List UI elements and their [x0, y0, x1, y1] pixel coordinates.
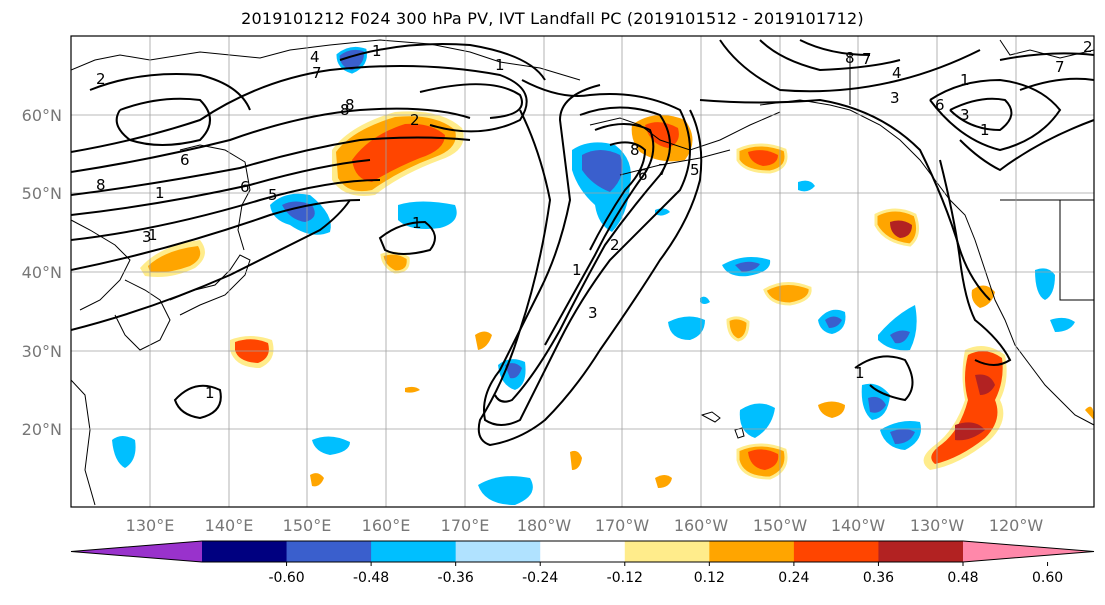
- lat-label: 50°N: [22, 184, 62, 203]
- colorbar-tick-label: -0.48: [353, 570, 389, 586]
- colorbar-tick-label: 0.24: [778, 570, 809, 586]
- contour-label: 2: [610, 236, 620, 254]
- contour-label: 8: [345, 96, 355, 114]
- contour-label: 6: [240, 178, 250, 196]
- colorbar-tick-label: -0.12: [607, 570, 643, 586]
- contour-label: 1: [495, 56, 505, 74]
- colorbar-segment: [878, 541, 964, 562]
- contour-label: 6: [180, 151, 190, 169]
- contour-label: 1: [980, 121, 990, 139]
- colorbar-segment: [624, 541, 710, 562]
- contour-label: 6: [935, 96, 945, 114]
- contour-label: 7: [1055, 58, 1065, 76]
- colorbar-extend-low: [71, 541, 202, 562]
- colorbar-segment: [455, 541, 541, 562]
- colorbar-tick-label: 0.36: [863, 570, 894, 586]
- contour-label: 2: [410, 111, 420, 129]
- contour-label: 1: [412, 214, 422, 232]
- contour-label: 1: [148, 226, 158, 244]
- contour-label: 3: [588, 304, 598, 322]
- longitude-labels: 130°E 140°E 150°E 160°E 170°E 180°W 170°…: [126, 516, 1044, 535]
- contour-label: 1: [572, 261, 582, 279]
- contour-label: 1: [960, 71, 970, 89]
- lon-label: 180°W: [517, 516, 572, 535]
- map-frame: [70, 35, 1095, 508]
- colorbar-segment: [371, 541, 457, 562]
- contour-label: 6: [638, 166, 648, 184]
- contour-label: 8: [845, 49, 855, 67]
- lat-label: 20°N: [22, 420, 62, 439]
- lon-label: 170°E: [441, 516, 490, 535]
- colorbar-outline: [70, 540, 1095, 563]
- colorbar-segment: [793, 541, 879, 562]
- contour-label: 1: [155, 184, 165, 202]
- colorbar-segment: [540, 541, 626, 562]
- colorbar-tick-label: -0.24: [522, 570, 558, 586]
- lat-label: 60°N: [22, 106, 62, 125]
- colorbar-segment: [709, 541, 795, 562]
- lon-label: 150°W: [753, 516, 808, 535]
- contour-label: 4: [892, 64, 902, 82]
- lon-label: 130°E: [126, 516, 175, 535]
- lon-label: 130°W: [910, 516, 965, 535]
- colorbar-extend-high: [963, 541, 1094, 562]
- contour-label: 1: [855, 364, 865, 382]
- colorbar-tick-label: -0.60: [268, 570, 304, 586]
- colorbar-tick-label: -0.36: [438, 570, 474, 586]
- contour-label: 3: [890, 89, 900, 107]
- contour-label: 2: [96, 70, 106, 88]
- contour-label: 7: [658, 161, 668, 179]
- lon-label: 120°W: [989, 516, 1044, 535]
- colorbar-segment: [286, 541, 372, 562]
- figure-title: 2019101212 F024 300 hPa PV, IVT Landfall…: [241, 9, 864, 28]
- contour-label: 4: [310, 48, 320, 66]
- contour-label: 5: [690, 161, 700, 179]
- contour-label: 8: [96, 176, 106, 194]
- contour-label: 7: [312, 64, 322, 82]
- colorbar: -0.60 -0.48 -0.36 -0.24 -0.12 0.12 0.24 0.36 0.4…: [70, 540, 1095, 586]
- contour-label: 8: [340, 101, 350, 119]
- lon-label: 160°E: [362, 516, 411, 535]
- contour-label: 2: [1083, 38, 1093, 56]
- colorbar-tick-label: 0.12: [694, 570, 725, 586]
- lon-label: 150°E: [283, 516, 332, 535]
- colorbar-tick-label: 0.60: [1032, 570, 1063, 586]
- latitude-labels: 60°N 50°N 40°N 30°N 20°N: [22, 106, 62, 439]
- colorbar-tick-label: 0.48: [947, 570, 978, 586]
- contour-label: 8: [630, 141, 640, 159]
- contour-label: 3: [960, 106, 970, 124]
- lon-label: 140°W: [831, 516, 886, 535]
- lon-label: 140°E: [205, 516, 254, 535]
- lon-label: 160°W: [674, 516, 729, 535]
- lat-label: 30°N: [22, 342, 62, 361]
- contour-label: 3: [142, 228, 152, 246]
- colorbar-segment: [202, 541, 288, 562]
- contour-label: 7: [862, 50, 872, 68]
- contour-label: 1: [372, 42, 382, 60]
- contour-labels: 2 4 7 1 8 2 1 8 7 4 7 3 8 6 2 1 6 5 8 1 …: [96, 38, 1093, 402]
- contour-label: 1: [205, 384, 215, 402]
- lon-label: 170°W: [595, 516, 650, 535]
- gridlines: [71, 36, 1094, 507]
- pv-contours: [71, 39, 1094, 447]
- lat-label: 40°N: [22, 263, 62, 282]
- contour-label: 5: [268, 186, 278, 204]
